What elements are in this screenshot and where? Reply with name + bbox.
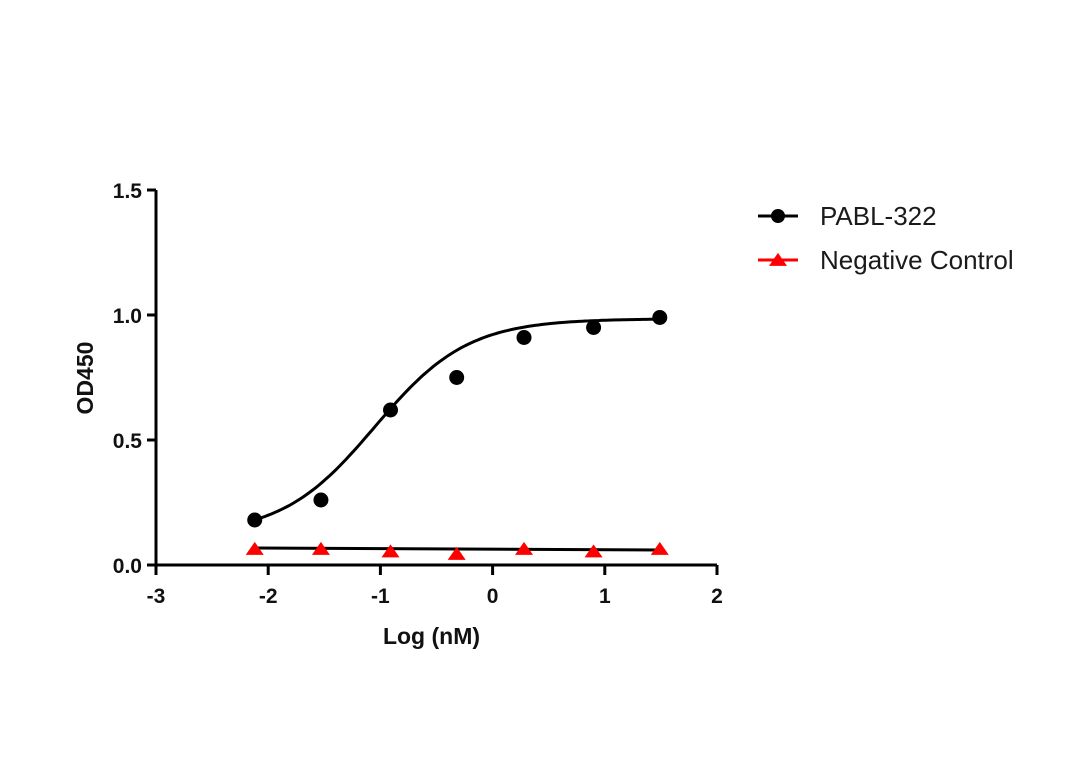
- y-axis-title: OD450: [72, 342, 98, 415]
- data-point-pabl-322: [247, 512, 263, 528]
- legend-circle-icon: [771, 209, 785, 223]
- x-tick-label: 0: [487, 585, 499, 608]
- data-point-pabl-322: [313, 492, 329, 508]
- y-tick-label: 1.5: [113, 180, 143, 203]
- plot-area: [245, 310, 669, 560]
- data-point-pabl-322: [586, 320, 602, 335]
- x-axis-title: Log (nM): [383, 623, 480, 649]
- data-point-negative-control: [447, 546, 466, 560]
- y-tick-label: 0.5: [113, 430, 143, 453]
- data-point-negative-control: [311, 541, 330, 555]
- data-point-pabl-322: [652, 310, 668, 325]
- data-point-pabl-322: [516, 330, 532, 345]
- x-tick-label: 1: [599, 585, 611, 608]
- x-tick-label: 2: [711, 585, 723, 608]
- y-tick-label: 1.0: [113, 305, 142, 328]
- x-tick-label: -2: [259, 585, 278, 608]
- data-point-negative-control: [245, 541, 264, 555]
- fit-curve-pabl-322: [254, 317, 660, 522]
- data-point-pabl-322: [449, 370, 465, 385]
- legend: PABL-322 Negative Control: [758, 201, 1014, 275]
- data-point-negative-control: [515, 541, 534, 555]
- x-tick-label: -3: [147, 585, 166, 608]
- data-point-negative-control: [650, 541, 669, 555]
- x-tick-label: -1: [371, 585, 390, 608]
- y-tick-label: 0.0: [113, 555, 142, 578]
- data-point-negative-control: [584, 544, 603, 558]
- data-point-pabl-322: [382, 402, 398, 418]
- data-point-negative-control: [381, 544, 400, 558]
- legend-triangle-icon: [769, 252, 787, 266]
- legend-label: PABL-322: [820, 201, 937, 231]
- legend-label: Negative Control: [820, 245, 1014, 275]
- axes: 0.0 0.5 1.0 1.5 -3 -2 -1 0 1 2 Log (nM) OD450: [72, 180, 723, 649]
